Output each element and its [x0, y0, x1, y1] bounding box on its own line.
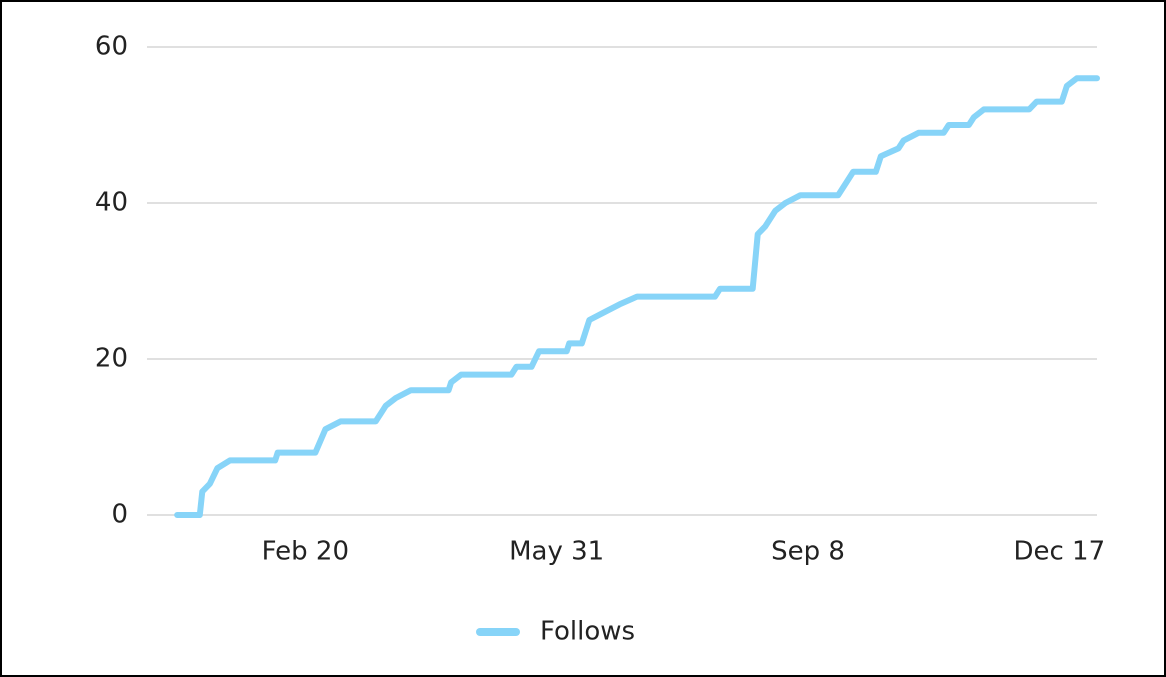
x-tick-label: Sep 8: [771, 537, 845, 567]
y-tick-label: 60: [95, 32, 128, 62]
x-tick-label: Dec 17: [1013, 537, 1105, 567]
y-tick-label: 20: [95, 344, 128, 374]
y-tick-label: 40: [95, 188, 128, 218]
x-tick-label: May 31: [509, 537, 604, 567]
y-tick-label: 0: [111, 500, 128, 530]
series-line: [174, 75, 1100, 518]
legend-label: Follows: [540, 617, 635, 647]
x-tick-label: Feb 20: [262, 537, 349, 567]
